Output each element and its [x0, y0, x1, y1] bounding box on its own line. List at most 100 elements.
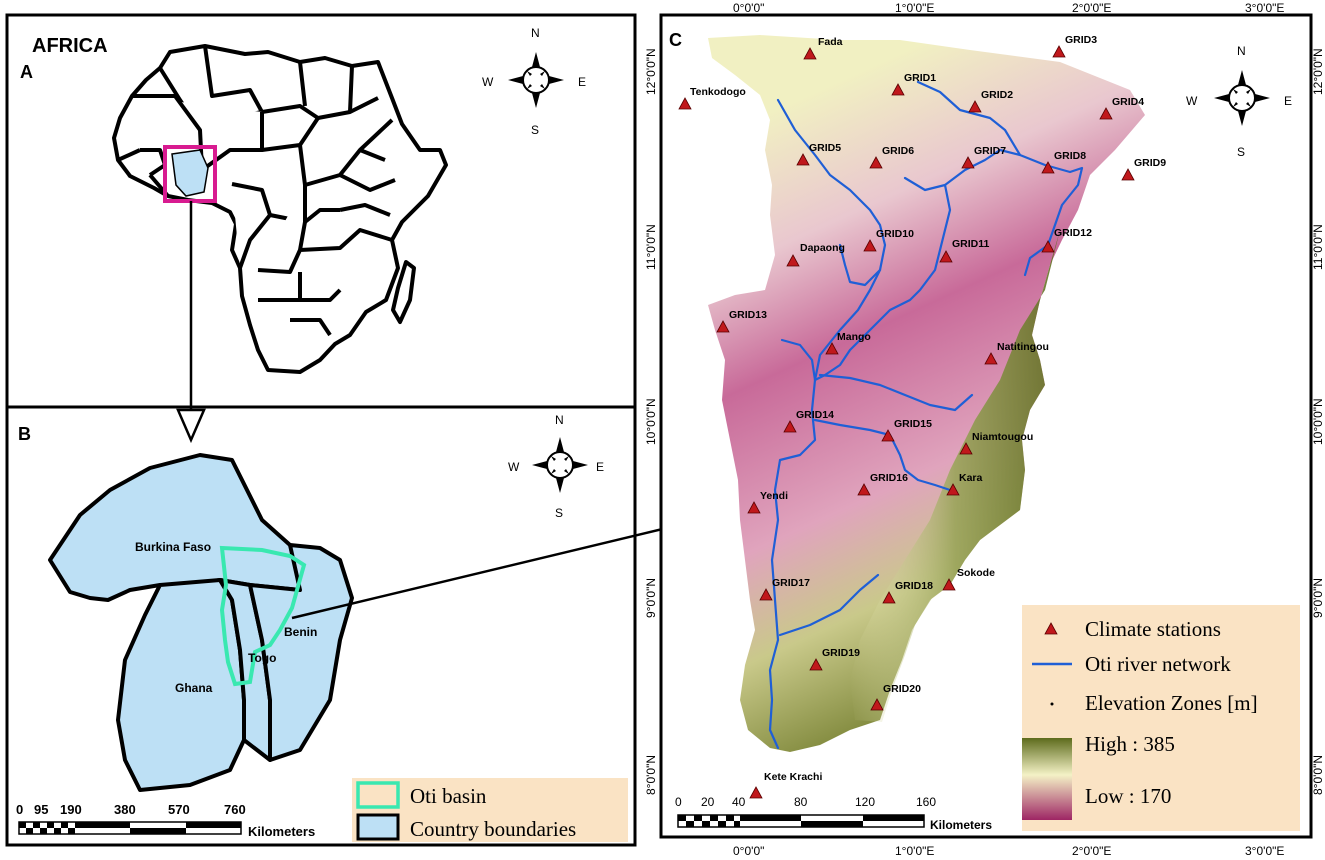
lon-label-top: 2°0'0"E	[1072, 1, 1111, 15]
lon-label-bottom: 2°0'0"E	[1072, 844, 1111, 858]
compass-s-label: S	[1237, 145, 1245, 159]
scale-tick-label: 0	[675, 795, 682, 809]
scale-tick-label: 80	[794, 795, 808, 809]
station-label: Kara	[959, 472, 983, 484]
legend-river-label: Oti river network	[1085, 652, 1231, 676]
panel-b: B N S E W Burkina Faso Benin Togo Ghana …	[5, 201, 738, 847]
station-label: GRID18	[895, 580, 933, 592]
legend-oti-basin-swatch	[356, 781, 400, 809]
lat-label-right: 11°0'0"N	[1311, 224, 1325, 270]
station-label: GRID7	[974, 145, 1006, 157]
legend-elevation-colorbar	[1022, 738, 1072, 820]
africa-map	[112, 44, 448, 374]
scale-tick-label: 20	[701, 795, 715, 809]
lon-label-top: 1°0'0"E	[895, 1, 934, 15]
lat-label-left: 10°0'0"N	[644, 398, 658, 445]
oti-basin-outline	[219, 545, 307, 687]
legend-elevation-dot	[1050, 702, 1054, 706]
lon-label-top: 0°0'0"	[733, 1, 764, 15]
scale-tick-label: 160	[916, 795, 936, 809]
lat-label-right: 12°0'0"N	[1311, 48, 1325, 95]
compass-e-label: E	[578, 75, 586, 89]
country-label-togo: Togo	[248, 651, 276, 665]
station-label: GRID17	[772, 577, 810, 589]
station-label: Natitingou	[997, 341, 1049, 353]
scale-tick-label: 0	[16, 802, 23, 817]
scale-tick-label: 380	[114, 802, 136, 817]
station-label: Niamtougou	[972, 431, 1033, 443]
lon-label-bottom: 1°0'0"E	[895, 844, 934, 858]
lat-label-left: 8°0'0"N	[644, 755, 658, 795]
station-label: GRID3	[1065, 34, 1097, 46]
oti-basin-elevation-map	[708, 35, 1145, 752]
station-label: GRID12	[1054, 227, 1092, 239]
scale-tick-label: 190	[60, 802, 82, 817]
compass-e-label: E	[1284, 94, 1292, 108]
panel-b-scale-bar: 0 95 190 380 570 760 Kilometers	[16, 802, 315, 839]
panel-c-legend: Climate stations Oti river network Eleva…	[1022, 605, 1300, 831]
lat-label-left: 12°0'0"N	[644, 48, 658, 95]
scale-unit-label: Kilometers	[930, 818, 992, 832]
station-label: Kete Krachi	[764, 771, 822, 783]
station-label: GRID11	[952, 238, 990, 250]
legend-country-boundaries-label: Country boundaries	[410, 817, 576, 841]
panel-c-scale-bar: 0 20 40 80 120 160 Kilometers	[675, 795, 992, 832]
station-label: Yendi	[760, 490, 788, 502]
connector-a-to-b-arrowhead	[176, 408, 206, 444]
legend-stations-label: Climate stations	[1085, 617, 1221, 641]
panel-a: A AFRICA N S E W	[5, 13, 637, 409]
panel-b-letter: B	[18, 424, 31, 444]
panel-c-letter: C	[669, 30, 682, 50]
climate-stations: Fada GRID3 Tenkodogo GRID1 GRID2 GRID4 G…	[678, 34, 1166, 799]
scale-tick-label: 570	[168, 802, 190, 817]
station-label: Mango	[837, 331, 871, 343]
scale-tick-label: 40	[732, 795, 746, 809]
study-area-fill	[171, 149, 209, 197]
compass-n-label: N	[1237, 44, 1246, 58]
compass-w-label: W	[482, 75, 494, 89]
station-label: Dapaong	[800, 242, 845, 254]
station-label: GRID1	[904, 72, 936, 84]
scale-tick-label: 120	[855, 795, 875, 809]
station-label: Fada	[818, 36, 843, 48]
legend-elevation-label: Elevation Zones [m]	[1085, 691, 1258, 715]
panel-a-title: AFRICA	[32, 35, 108, 57]
compass-n-label: N	[555, 413, 564, 427]
compass-n-label: N	[531, 26, 540, 40]
lon-label-bottom: 0°0'0"	[733, 844, 764, 858]
station-label: Sokode	[957, 567, 995, 579]
country-label-benin: Benin	[284, 625, 317, 639]
legend-elevation-high: High : 385	[1085, 732, 1175, 756]
station-label: GRID2	[981, 89, 1013, 101]
lat-label-right: 9°0'0"N	[1311, 578, 1325, 618]
station-label: GRID5	[809, 142, 841, 154]
connector-b-to-c	[291, 518, 701, 620]
lon-label-bottom: 3°0'0"E	[1245, 844, 1284, 858]
station-label: GRID14	[796, 409, 834, 421]
country-label-burkina-faso: Burkina Faso	[135, 540, 211, 554]
legend-country-boundaries-swatch	[356, 813, 400, 841]
station-label: GRID6	[882, 145, 914, 157]
compass-w-label: W	[508, 460, 520, 474]
country-boundaries-map	[48, 453, 354, 792]
station-label: GRID13	[729, 309, 767, 321]
station-label: GRID9	[1134, 157, 1166, 169]
station-label: GRID16	[870, 472, 908, 484]
scale-unit-label: Kilometers	[248, 824, 315, 839]
legend-elevation-low: Low : 170	[1085, 784, 1171, 808]
compass-w-label: W	[1186, 94, 1198, 108]
scale-tick-label: 95	[34, 802, 48, 817]
benin-shape	[248, 543, 354, 762]
scale-tick-label: 760	[224, 802, 246, 817]
lat-label-right: 8°0'0"N	[1311, 755, 1325, 795]
station-label: GRID10	[876, 228, 914, 240]
station-label: GRID15	[894, 418, 932, 430]
panel-c: C 0°0'0" 1°0'0"E 2°0'0"E 3°0'0"E 0°0'0" …	[644, 1, 1325, 858]
station-label: Tenkodogo	[690, 86, 746, 98]
lat-label-right: 10°0'0"N	[1311, 398, 1325, 445]
station-label: GRID4	[1112, 96, 1144, 108]
station-label: GRID20	[883, 683, 921, 695]
country-label-ghana: Ghana	[175, 681, 213, 695]
compass-e-label: E	[596, 460, 604, 474]
